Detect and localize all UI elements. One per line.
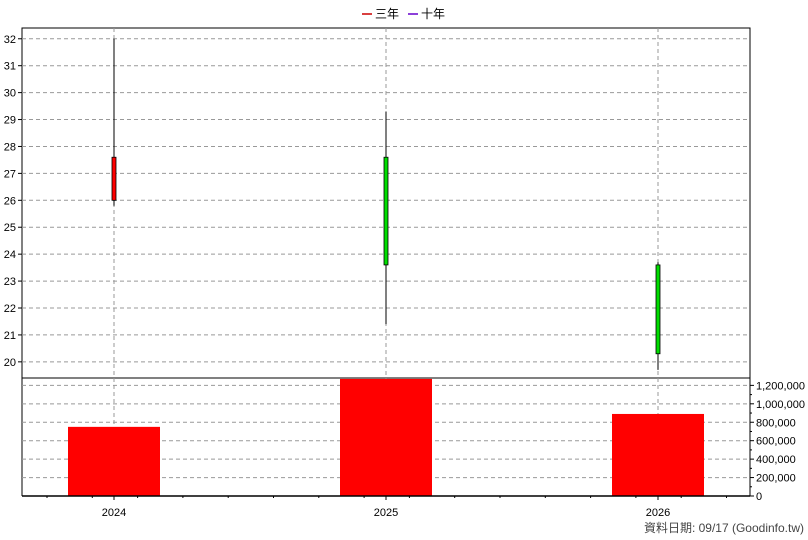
candle-body-2025 <box>383 156 389 266</box>
volume-bar-2024 <box>68 426 160 496</box>
legend-label-1: 十年 <box>421 7 445 21</box>
volume-tick-label: 600,000 <box>756 436 796 448</box>
data-date-footer: 資料日期: 09/17 (Goodinfo.tw) <box>643 521 804 535</box>
price-tick-label: 20 <box>4 357 16 369</box>
price-tick-label: 24 <box>4 249 16 261</box>
price-tick-label: 26 <box>4 195 16 207</box>
price-tick-label: 21 <box>4 330 16 342</box>
price-tick-label: 27 <box>4 168 16 180</box>
price-tick-label: 30 <box>4 88 16 100</box>
x-tick-label-2025: 2025 <box>374 507 398 519</box>
price-tick-label: 28 <box>4 141 16 153</box>
volume-tick-label: 400,000 <box>756 454 796 466</box>
x-tick-label-2026: 2026 <box>646 507 670 519</box>
price-tick-label: 22 <box>4 303 16 315</box>
price-tick-label: 31 <box>4 61 16 73</box>
volume-tick-label: 200,000 <box>756 473 796 485</box>
volume-bar-2026 <box>612 413 704 496</box>
price-tick-label: 23 <box>4 276 16 288</box>
candle-body-2026 <box>655 264 661 355</box>
volume-panel: 1,200,000 1,000,000 800,000 600,000 400,000 2… <box>21 378 805 503</box>
volume-tick-label: 1,200,000 <box>756 380 805 392</box>
volume-tick-label: 1,000,000 <box>756 399 805 411</box>
volume-bar-2025 <box>340 378 432 496</box>
price-tick-label: 32 <box>4 34 16 46</box>
volume-tick-label: 0 <box>756 491 762 503</box>
legend: 三年 十年 <box>362 7 445 21</box>
x-axis: 2024 2025 2026 <box>22 495 750 519</box>
price-panel: 32 31 30 29 28 27 26 25 24 23 22 21 20 <box>4 27 751 379</box>
x-tick-label-2024: 2024 <box>102 507 126 519</box>
legend-label-0: 三年 <box>375 7 399 21</box>
price-tick-label: 29 <box>4 115 16 127</box>
candle-body-2024 <box>111 156 117 201</box>
price-tick-label: 25 <box>4 222 16 234</box>
volume-tick-label: 800,000 <box>756 417 796 429</box>
